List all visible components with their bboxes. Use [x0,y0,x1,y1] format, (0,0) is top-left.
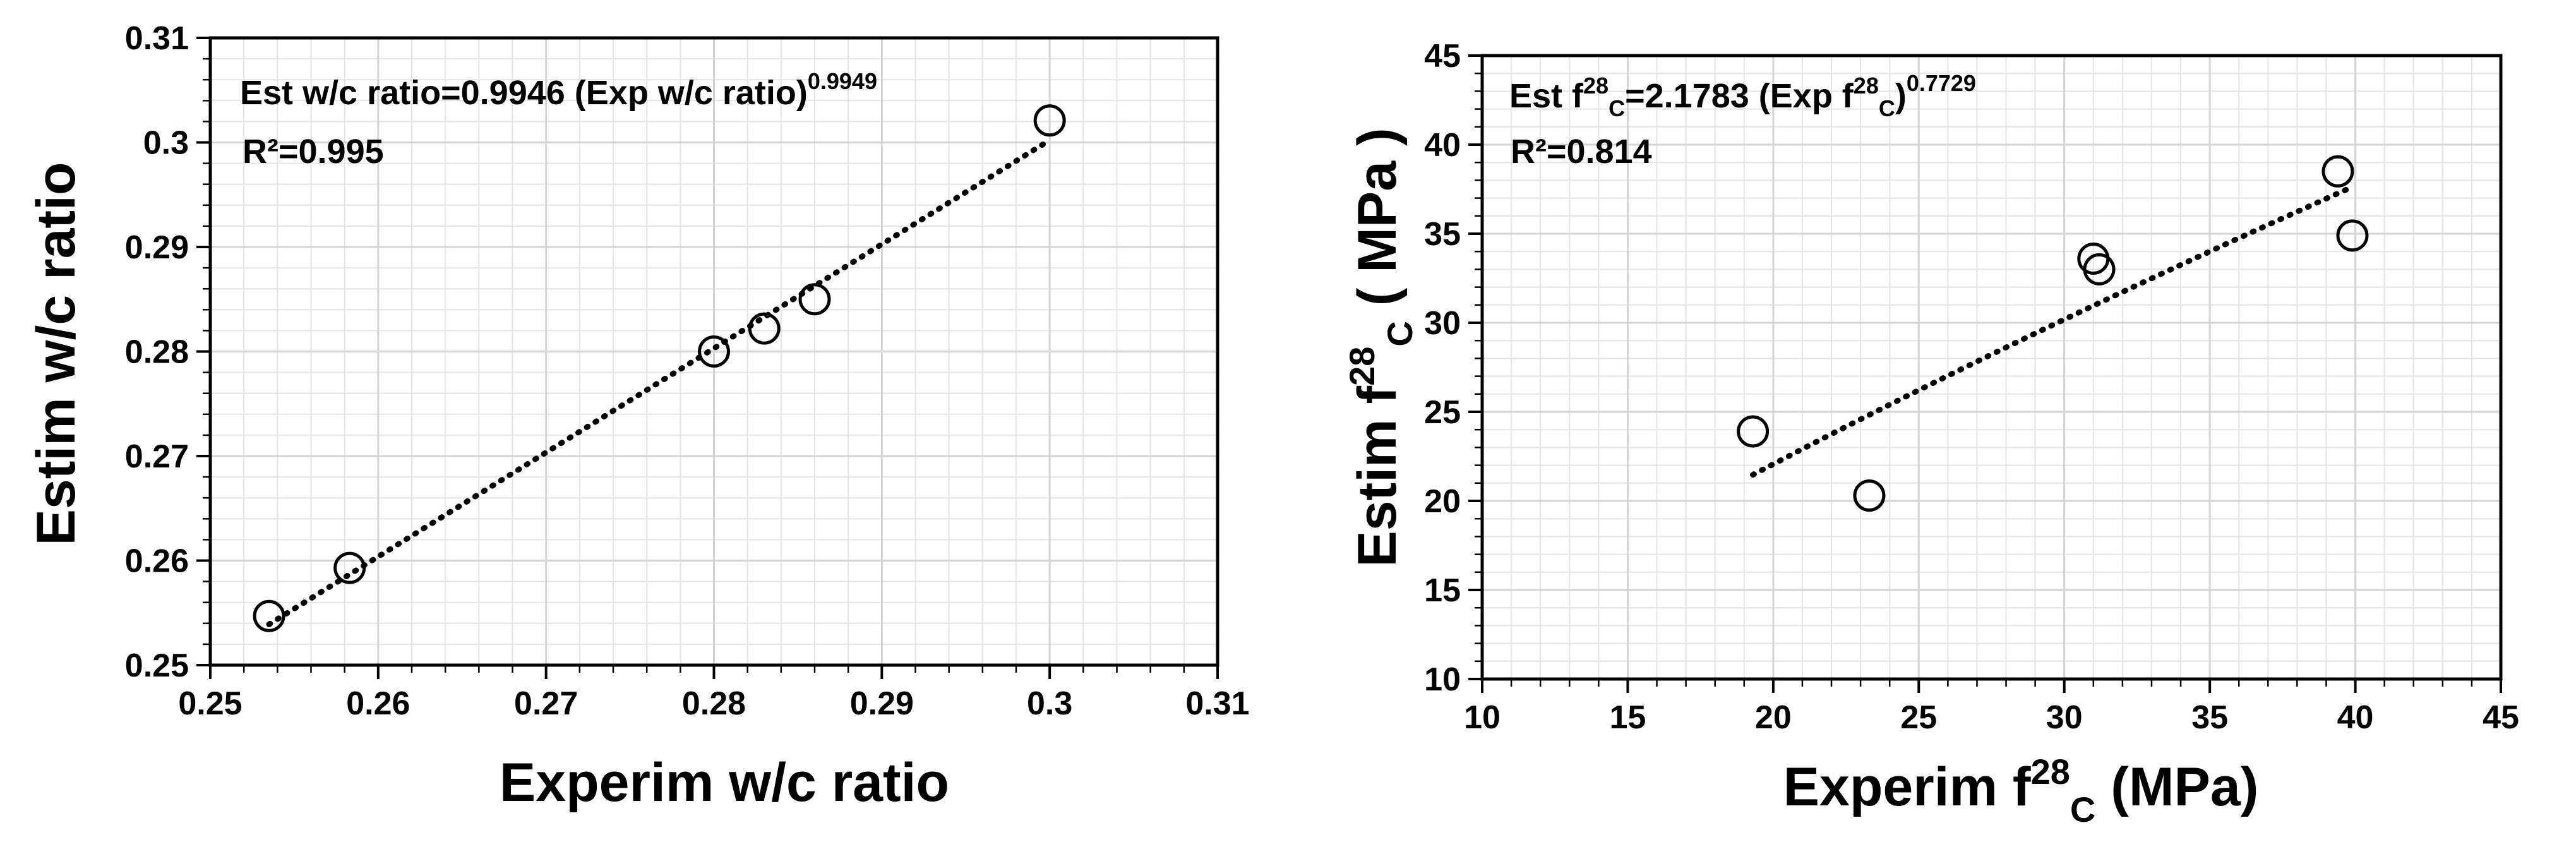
chart2-y-tick-label: 45 [1424,38,1461,75]
chart1-data-point [698,335,730,368]
chart2-x-tick-label: 20 [1755,699,1792,736]
chart2-y-tick-label: 10 [1424,661,1461,698]
chart1-data-point [748,312,781,345]
chart1-x-tick-label: 0.27 [514,685,578,722]
chart1-x-tick-label: 0.31 [1185,685,1249,722]
chart1-equation-main: Est w/c ratio=0.9946 (Exp w/c ratio) [240,74,808,112]
chart1-y-axis-title: Estim w/c ratio [26,162,87,546]
chart1-axis-ticks [196,37,1219,679]
chart2-equation: Est f28C=2.1783 (Exp f28C)0.7729 [1509,70,1976,121]
chart2-x-tick-label: 30 [2046,699,2083,736]
chart1-x-tick-labels: 0.25 0.26 0.27 0.28 0.29 0.3 0.31 [178,685,1249,722]
chart-wc-ratio: 0.25 0.26 0.27 0.28 0.29 0.3 0.31 0.25 0.26 0.27… [26,20,1250,813]
chart2-fit-line [1750,184,2356,478]
chart2-data-point [2321,155,2354,188]
chart2-x-tick-label: 40 [2337,699,2374,736]
chart2-y-tick-label: 15 [1424,572,1461,609]
chart1-y-tick-label: 0.28 [125,334,189,371]
chart2-data-point [2336,219,2369,252]
chart1-x-tick-label: 0.3 [1027,685,1072,722]
chart2-x-axis-title: Experim f28C (MPa) [1783,752,2259,829]
chart2-data-points [1737,155,2369,512]
chart-f28c: 10 15 20 25 30 35 40 45 10 15 20 25 30 35 40 45 Est f2… [1342,38,2519,829]
chart1-data-point [253,599,285,632]
chart2-y-axis-title: Estim f28C ( MPa ) [1342,128,1420,567]
chart2-y-tick-label: 25 [1424,394,1461,431]
chart1-x-tick-label: 0.28 [682,685,746,722]
chart1-equation: Est w/c ratio=0.9946 (Exp w/c ratio)0.99… [240,68,877,112]
chart2-data-point [1853,479,1886,512]
chart1-y-tick-label: 0.3 [143,125,189,162]
chart1-y-tick-label: 0.26 [125,543,189,580]
chart2-x-tick-label: 45 [2483,699,2519,736]
chart1-equation-exponent: 0.9949 [808,68,877,94]
chart2-y-tick-label: 35 [1424,216,1461,253]
chart2-equation-exponent: 0.7729 [1907,70,1976,96]
chart1-y-tick-label: 0.25 [125,647,189,684]
chart1-y-tick-label: 0.27 [125,438,189,475]
chart1-data-points [253,104,1066,632]
chart1-y-tick-labels: 0.25 0.26 0.27 0.28 0.29 0.3 0.31 [125,20,189,684]
chart2-data-point [2083,253,2116,286]
chart1-y-tick-label: 0.31 [125,20,189,57]
chart2-y-tick-label: 20 [1424,483,1461,520]
chart2-x-tick-labels: 10 15 20 25 30 35 40 45 [1464,699,2519,736]
chart1-data-point [333,551,366,584]
chart2-plot-frame [1480,54,2503,681]
chart2-x-tick-label: 10 [1464,699,1501,736]
chart1-y-tick-label: 0.29 [125,229,189,266]
chart2-x-tick-label: 35 [2191,699,2228,736]
chart2-x-tick-label: 15 [1610,699,1646,736]
chart1-data-point [798,283,831,316]
chart1-x-tick-label: 0.25 [178,685,242,722]
chart2-r-squared: R²=0.814 [1511,133,1652,171]
chart1-grid [209,37,1219,666]
chart1-x-tick-label: 0.26 [346,685,410,722]
chart2-y-tick-labels: 10 15 20 25 30 35 40 45 [1424,38,1461,698]
chart2-data-point [1737,415,1770,448]
chart1-x-axis-title: Experim w/c ratio [500,752,949,813]
chart2-y-tick-label: 30 [1424,305,1461,342]
chart2-y-tick-label: 40 [1424,127,1461,164]
chart1-data-point [1033,104,1066,137]
chart2-x-tick-label: 25 [1900,699,1937,736]
chart1-x-tick-label: 0.29 [850,685,914,722]
chart1-r-squared: R²=0.995 [243,133,384,171]
chart1-fit-line [266,137,1053,627]
chart2-axis-ticks [1468,54,2502,693]
